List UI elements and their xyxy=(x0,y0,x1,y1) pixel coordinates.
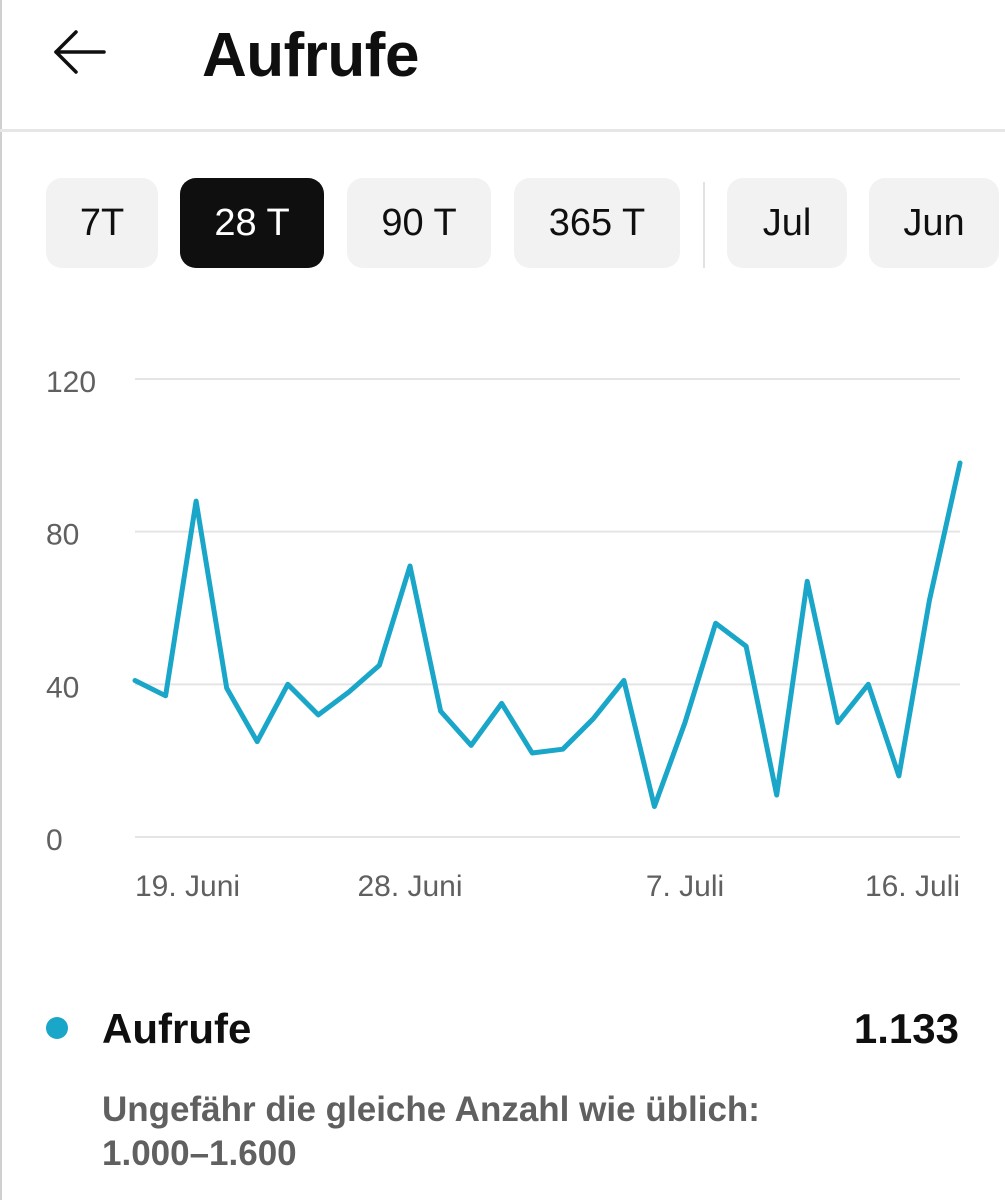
data-point xyxy=(468,742,474,748)
data-point xyxy=(590,716,596,722)
chip-365-days[interactable]: 365 T xyxy=(514,178,680,268)
data-point xyxy=(193,498,199,504)
y-tick-label: 0 xyxy=(46,824,63,857)
chip-divider xyxy=(703,182,705,268)
chip-90-days[interactable]: 90 T xyxy=(347,178,491,268)
data-point xyxy=(651,803,657,809)
y-tick-label: 40 xyxy=(46,671,79,704)
data-point xyxy=(865,681,871,687)
data-point xyxy=(682,720,688,726)
data-point xyxy=(621,678,627,684)
data-point xyxy=(926,597,932,603)
y-tick-label: 80 xyxy=(46,519,79,552)
series-line-aufrufe xyxy=(132,460,963,809)
chip-7-days[interactable]: 7T xyxy=(46,178,158,268)
summary-line-1: Ungefähr die gleiche Anzahl wie üblich: xyxy=(102,1090,760,1129)
data-point xyxy=(835,720,841,726)
data-point xyxy=(407,563,413,569)
data-point xyxy=(254,739,260,745)
chip-june[interactable]: Jun xyxy=(869,178,999,268)
chip-july[interactable]: Jul xyxy=(727,178,847,268)
data-point xyxy=(804,578,810,584)
chip-28-days[interactable]: 28 T xyxy=(180,178,324,268)
data-point xyxy=(957,460,963,466)
data-point xyxy=(774,792,780,798)
data-point xyxy=(896,773,902,779)
x-tick-label: 16. Juli xyxy=(865,870,960,903)
data-point xyxy=(315,712,321,718)
data-point xyxy=(285,681,291,687)
data-point xyxy=(132,678,138,684)
data-point xyxy=(163,693,169,699)
x-tick-label: 7. Juli xyxy=(646,870,724,903)
data-point xyxy=(529,750,535,756)
data-point xyxy=(713,620,719,626)
legend-dot xyxy=(46,1017,68,1039)
arrow-left-icon xyxy=(54,30,106,74)
data-point xyxy=(499,700,505,706)
x-tick-label: 19. Juni xyxy=(135,870,240,903)
y-tick-label: 120 xyxy=(46,366,96,399)
left-edge-divider xyxy=(0,0,2,1200)
data-point xyxy=(560,746,566,752)
legend-label: Aufrufe xyxy=(102,1005,252,1052)
views-line-chart: 0 40 80 120 19. Juni 28. Juni 7. Juli 16. Juli xyxy=(46,366,963,903)
data-point xyxy=(346,689,352,695)
data-point xyxy=(376,662,382,668)
page-title: Aufrufe xyxy=(202,21,419,90)
period-chip-bar: 7T 28 T 90 T 365 T Jul Jun xyxy=(0,178,1005,270)
summary-text: Ungefähr die gleiche Anzahl wie üblich: … xyxy=(102,1088,962,1176)
back-button[interactable] xyxy=(44,22,116,82)
x-tick-label: 28. Juni xyxy=(357,870,462,903)
summary-line-2: 1.000–1.600 xyxy=(102,1134,297,1173)
total-views-value: 1.133 xyxy=(853,1005,959,1052)
data-point xyxy=(438,708,444,714)
data-point xyxy=(224,685,230,691)
header: Aufrufe xyxy=(0,0,1005,132)
data-point xyxy=(743,643,749,649)
legend-row: Aufrufe 1.133 xyxy=(0,995,1005,1065)
